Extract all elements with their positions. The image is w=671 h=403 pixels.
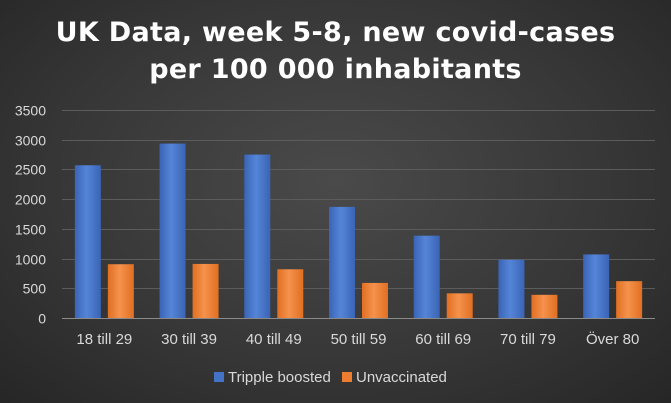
y-axis-ticks: 0 500 1000 1500 2000 2500 3000 3500: [15, 103, 46, 327]
bar-tripple-boosted: [74, 165, 101, 318]
legend-swatch: [342, 372, 352, 382]
bar-unvaccinated: [277, 269, 304, 318]
y-tick-label: 3000: [15, 133, 46, 149]
x-tick-label: Över 80: [586, 330, 639, 348]
chart-title: UK Data, week 5-8, new covid-cases per 1…: [0, 14, 671, 88]
x-tick-label: 30 till 39: [161, 331, 217, 348]
bar-unvaccinated: [616, 281, 643, 318]
bar-tripple-boosted: [498, 259, 525, 318]
legend-label: Unvaccinated: [356, 369, 447, 386]
bar-unvaccinated: [192, 263, 219, 318]
legend-swatch: [214, 372, 224, 382]
x-tick-label: 18 till 29: [76, 331, 132, 348]
x-tick-label: 70 till 79: [500, 331, 556, 348]
y-tick-label: 2000: [15, 192, 46, 208]
bar-tripple-boosted: [159, 143, 186, 318]
gridlines: [62, 110, 655, 319]
bar-tripple-boosted: [329, 206, 355, 318]
x-tick-label: 50 till 59: [331, 331, 387, 348]
x-tick-label: 40 till 49: [246, 331, 302, 348]
bar-unvaccinated: [531, 294, 558, 318]
bar-unvaccinated: [107, 264, 134, 318]
bars: [74, 143, 643, 318]
y-tick-label: 3500: [15, 103, 46, 119]
bar-unvaccinated: [362, 282, 388, 318]
legend-label: Tripple boosted: [228, 369, 331, 386]
x-axis-ticks: 18 till 29 30 till 39 40 till 49 50 till 59…: [76, 330, 639, 348]
y-tick-label: 500: [23, 281, 47, 297]
chart-title-line-1: UK Data, week 5-8, new covid-cases: [55, 17, 616, 48]
y-tick-label: 1500: [15, 222, 46, 238]
y-tick-label: 1000: [15, 252, 46, 268]
bar-tripple-boosted: [413, 235, 440, 318]
x-tick-label: 60 till 69: [415, 331, 471, 348]
y-tick-label: 2500: [15, 162, 46, 178]
bar-unvaccinated: [446, 293, 473, 318]
bar-tripple-boosted: [244, 154, 271, 318]
legend: Tripple boosted Unvaccinated: [214, 369, 447, 386]
chart-title-line-2: per 100 000 inhabitants: [149, 54, 522, 85]
y-tick-label: 0: [38, 311, 46, 327]
bar-tripple-boosted: [583, 254, 610, 318]
